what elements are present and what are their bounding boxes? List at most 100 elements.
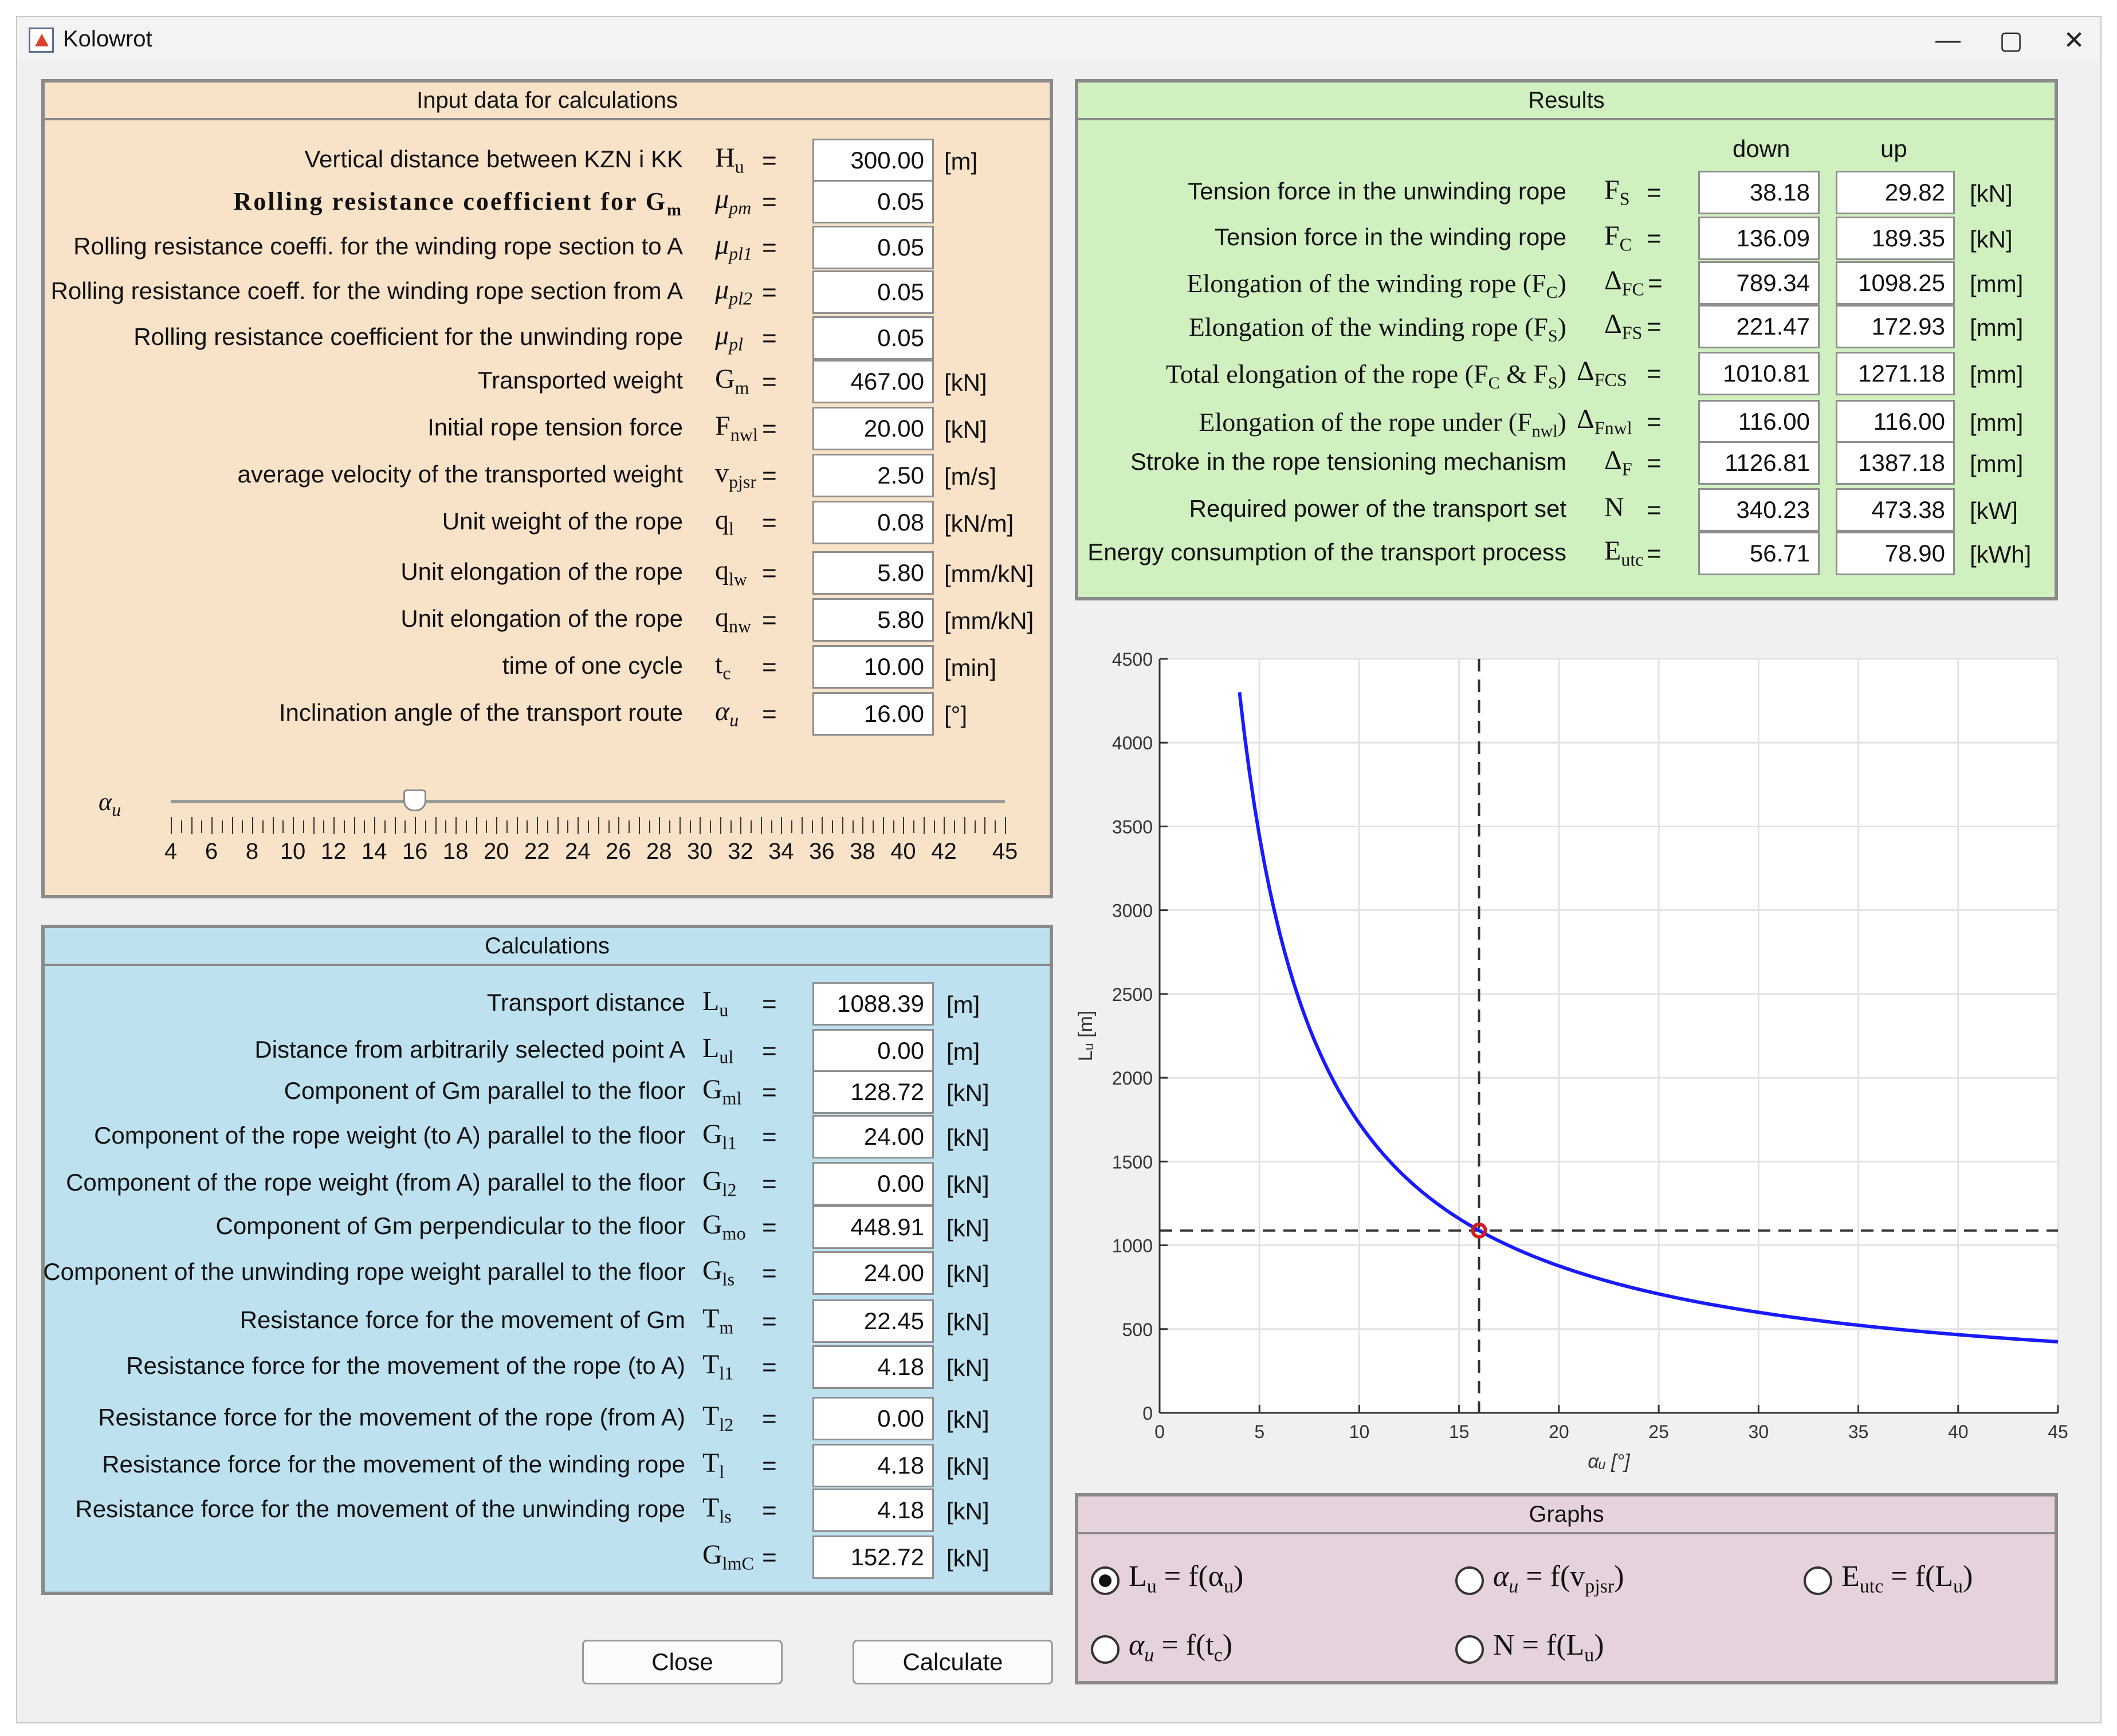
slider-tick (425, 820, 426, 833)
result-symbol: ΔFS (1604, 309, 1643, 343)
calc-unit: [kN] (946, 1406, 989, 1433)
input-field[interactable]: 300.00 (812, 139, 934, 182)
input-field[interactable]: 0.05 (812, 180, 934, 223)
equals-sign: = (1648, 269, 1663, 297)
equals-sign: = (762, 1405, 777, 1433)
graph-option-label[interactable]: αu = f(vpjsr) (1493, 1560, 1624, 1597)
result-symbol: ΔFC (1604, 265, 1645, 300)
slider-tick-label: 8 (245, 839, 259, 864)
result-label: Energy consumption of the transport proc… (1087, 539, 1566, 565)
input-field[interactable]: 16.00 (812, 692, 934, 736)
slider-tick (689, 820, 691, 833)
input-field[interactable]: 0.05 (812, 226, 934, 269)
input-label: Unit weight of the rope (442, 508, 683, 535)
graph-option-label[interactable]: αu = f(tc) (1129, 1629, 1233, 1666)
input-label: Rolling resistance coeffi. for the windi… (73, 233, 683, 260)
result-up-field: 172.93 (1836, 305, 1955, 348)
calc-label: Component of the rope weight (to A) para… (94, 1122, 685, 1149)
input-field[interactable]: 10.00 (812, 645, 934, 689)
slider-tick (771, 820, 772, 833)
graph-option-label[interactable]: Lu = f(αu) (1129, 1560, 1244, 1597)
result-down-field: 340.23 (1698, 488, 1820, 532)
result-unit: [mm] (1970, 361, 2024, 388)
result-unit: [kN] (1970, 226, 2013, 253)
input-label: Transported weight (478, 367, 683, 394)
slider-tick (710, 820, 712, 833)
input-label: average velocity of the transported weig… (237, 461, 683, 488)
graph-option-radio[interactable] (1804, 1566, 1832, 1595)
result-symbol: ΔFCS (1577, 356, 1627, 390)
close-button[interactable]: Close (582, 1640, 783, 1684)
slider-tick (394, 817, 396, 834)
slider-tick (913, 820, 915, 833)
calc-symbol: Tls (702, 1493, 732, 1527)
slider-tick-label: 4 (164, 839, 178, 864)
calc-label: Resistance force for the movement of Gm (239, 1306, 685, 1333)
input-label: Rolling resistance coefficient for Gm (233, 187, 683, 219)
slider-thumb[interactable] (403, 790, 427, 811)
slider-tick (923, 817, 925, 834)
equals-sign: = (1647, 179, 1662, 207)
result-down-field: 56.71 (1698, 532, 1820, 575)
slider-tick (171, 817, 172, 834)
equals-sign: = (762, 1452, 777, 1480)
slider-tick (476, 817, 477, 834)
slider-tick-label: 12 (320, 839, 347, 864)
input-unit: [m/s] (944, 463, 996, 490)
calc-output-field: 448.91 (812, 1205, 934, 1249)
input-field[interactable]: 5.80 (812, 598, 934, 642)
input-field[interactable]: 20.00 (812, 407, 934, 450)
graph-option-radio[interactable] (1091, 1635, 1120, 1664)
result-unit: [kW] (1970, 497, 2018, 524)
current-value-marker (1471, 1222, 1487, 1239)
graph-option-radio[interactable] (1455, 1566, 1484, 1595)
slider-tick (435, 817, 437, 834)
calculate-button[interactable]: Calculate (853, 1640, 1053, 1684)
slider-tick (242, 820, 243, 833)
input-symbol: qnw (715, 602, 752, 637)
y-tick-label: 4500 (1112, 649, 1153, 670)
calc-output-field: 1088.39 (812, 982, 934, 1026)
slider-tick-label: 42 (931, 839, 957, 864)
slider-tick (760, 817, 762, 834)
input-field[interactable]: 2.50 (812, 454, 934, 497)
equals-sign: = (762, 1123, 777, 1151)
input-field[interactable]: 5.80 (812, 551, 934, 595)
calc-label: Component of Gm parallel to the floor (284, 1077, 685, 1104)
equals-sign: = (762, 234, 777, 262)
graph-option-label[interactable]: Eutc = f(Lu) (1841, 1560, 1973, 1597)
calc-unit: [kN] (946, 1453, 989, 1480)
input-unit: [m] (944, 148, 978, 175)
slider-tick (852, 820, 854, 833)
graph-option-label[interactable]: N = f(Lu) (1493, 1629, 1604, 1666)
slider-track[interactable] (171, 800, 1005, 803)
calc-output-field: 4.18 (812, 1444, 934, 1487)
input-field[interactable]: 467.00 (812, 360, 934, 403)
slider-tick (455, 817, 457, 834)
close-window-icon[interactable]: ✕ (2063, 26, 2085, 54)
minimize-icon[interactable]: — (1935, 26, 1961, 54)
graph-option-radio[interactable] (1091, 1566, 1120, 1595)
column-header-up: up (1880, 135, 1907, 162)
calc-unit: [kN] (946, 1545, 989, 1572)
result-up-field: 1098.25 (1836, 261, 1955, 305)
slider-tick (506, 820, 508, 833)
input-field[interactable]: 0.05 (812, 316, 934, 360)
slider-tick (496, 817, 498, 834)
results-panel-title: Results (1078, 83, 2055, 120)
input-symbol: Gm (715, 364, 749, 398)
slider-tick-label: 38 (850, 839, 875, 864)
input-symbol: Fnwl (715, 411, 758, 445)
result-unit: [mm] (1970, 270, 2024, 297)
equals-sign: = (762, 147, 777, 175)
slider-tick (964, 817, 965, 834)
input-field[interactable]: 0.05 (812, 270, 934, 314)
maximize-icon[interactable]: ▢ (1999, 26, 2023, 54)
graph-option-radio[interactable] (1455, 1635, 1484, 1664)
slider-tick (211, 817, 213, 834)
result-up-field: 29.82 (1836, 171, 1955, 214)
input-field[interactable]: 0.08 (812, 501, 934, 544)
calc-output-field: 24.00 (812, 1115, 934, 1158)
input-symbol: αu (715, 696, 739, 730)
slider-tick (191, 817, 193, 834)
